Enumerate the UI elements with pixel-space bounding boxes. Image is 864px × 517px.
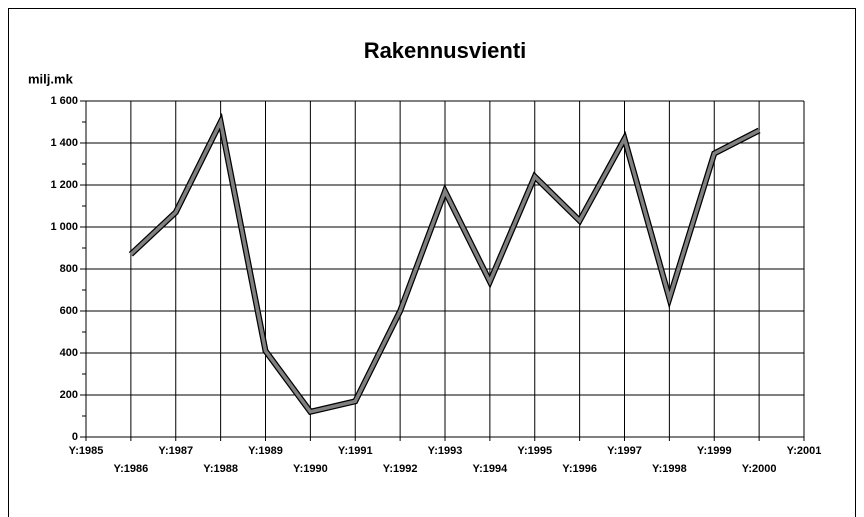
line — [129, 116, 760, 414]
x-tick-label: Y:1998 — [652, 463, 687, 475]
y-tick-label: 600 — [60, 305, 78, 317]
y-tick-label: 800 — [60, 263, 78, 275]
x-tick-label: Y:1996 — [562, 463, 597, 475]
x-tick-label: Y:1988 — [203, 463, 238, 475]
y-tick-label: 400 — [60, 347, 78, 359]
x-tick-label: Y:1990 — [293, 463, 328, 475]
x-tick-label: Y:1991 — [338, 445, 373, 457]
x-tick-label: Y:1987 — [158, 445, 193, 457]
y-tick-label: 200 — [60, 389, 78, 401]
x-tick-label: Y:2001 — [787, 445, 822, 457]
y-tick-label: 1 400 — [50, 137, 78, 149]
chart-title: Rakennusvienti — [364, 38, 527, 63]
y-axis-label: milj.mk — [28, 71, 74, 86]
x-tick-label: Y:1995 — [517, 445, 552, 457]
x-tick-label: Y:1994 — [473, 463, 509, 475]
x-tick-label: Y:1997 — [607, 445, 642, 457]
x-tick-label: Y:1992 — [383, 463, 418, 475]
y-tick-label: 0 — [72, 431, 78, 443]
x-tick-label: Y:1989 — [248, 445, 283, 457]
y-tick-label: 1 000 — [50, 221, 78, 233]
x-tick-label: Y:2000 — [742, 463, 777, 475]
x-tick-label: Y:1999 — [697, 445, 732, 457]
y-tick-label: 1 200 — [50, 179, 78, 191]
frame — [8, 8, 856, 517]
x-tick-label: Y:1985 — [69, 445, 104, 457]
y-tick-label: 1 600 — [50, 95, 78, 107]
x-tick-label: Y:1993 — [428, 445, 463, 457]
x-tick-label: Y:1986 — [114, 463, 149, 475]
